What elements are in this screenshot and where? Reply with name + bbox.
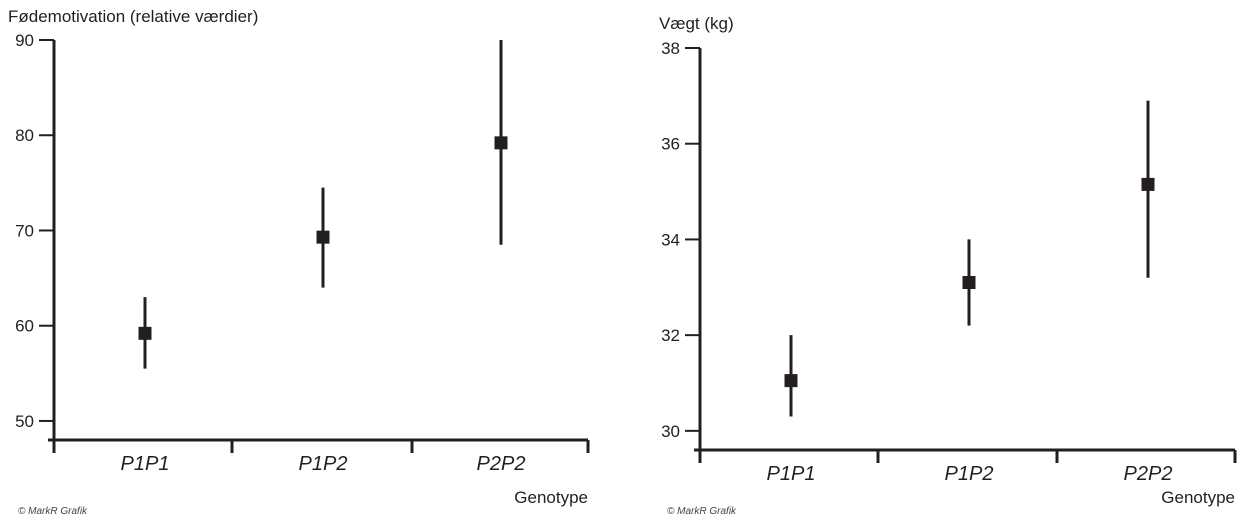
- y-tick-label: 36: [661, 135, 680, 154]
- y-tick-label: 70: [15, 221, 34, 240]
- credit-text: © MarkR Grafik: [667, 506, 737, 517]
- x-tick-label: P1P2: [299, 453, 348, 475]
- x-axis-label: Genotype: [1161, 488, 1235, 507]
- x-tick-label: P1P1: [121, 453, 170, 475]
- y-tick-label: 32: [661, 326, 680, 345]
- x-tick-label: P1P1: [767, 463, 816, 485]
- y-tick-label: 34: [661, 230, 680, 249]
- y-tick-label: 38: [661, 39, 680, 58]
- x-axis-label: Genotype: [514, 488, 588, 507]
- y-axis-label: Fødemotivation (relative værdier): [8, 7, 258, 26]
- y-tick-label: 60: [15, 317, 34, 336]
- chart-panel-1: 50 60 70 80 90 P1P1 P1P2 P2P2 Fødemotivation (re…: [8, 7, 590, 517]
- data-point: [1141, 177, 1155, 191]
- data-point: [784, 374, 798, 388]
- y-axis-label: Vægt (kg): [659, 14, 734, 33]
- credit-text: © MarkR Grafik: [18, 506, 88, 517]
- chart-panel-2: 30 32 34 36 38 P1P1 P1P2 P2P2 Vægt (kg) Genotype ©…: [659, 14, 1237, 517]
- y-tick-label: 90: [15, 31, 34, 50]
- data-point: [494, 136, 508, 150]
- y-tick-label: 30: [661, 422, 680, 441]
- y-tick-label: 50: [15, 412, 34, 431]
- data-point: [316, 230, 330, 244]
- y-tick-label: 80: [15, 126, 34, 145]
- x-tick-label: P1P2: [945, 463, 994, 485]
- data-point: [138, 326, 152, 340]
- x-tick-label: P2P2: [477, 453, 526, 475]
- data-point: [962, 276, 976, 289]
- x-tick-label: P2P2: [1124, 463, 1173, 485]
